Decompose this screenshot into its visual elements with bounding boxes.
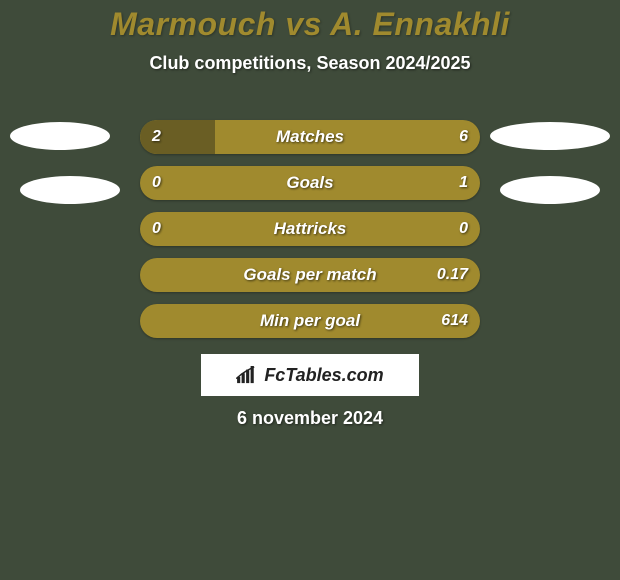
stat-right-value: 6 — [459, 120, 468, 154]
stat-row: Min per goal614 — [140, 304, 480, 338]
stat-right-value: 0.17 — [437, 258, 468, 292]
decorative-ellipse-left-bot — [20, 176, 120, 204]
stat-row: 0Hattricks0 — [140, 212, 480, 246]
stat-row: Goals per match0.17 — [140, 258, 480, 292]
decorative-ellipse-right-top — [490, 122, 610, 150]
logo-box: FcTables.com — [201, 354, 419, 396]
stat-row: 0Goals1 — [140, 166, 480, 200]
decorative-ellipse-right-bot — [500, 176, 600, 204]
subtitle: Club competitions, Season 2024/2025 — [0, 53, 620, 74]
stat-right-value: 614 — [441, 304, 468, 338]
stat-label: Min per goal — [140, 304, 480, 338]
chart-icon — [236, 366, 258, 384]
date-text: 6 november 2024 — [0, 408, 620, 429]
stat-rows: 2Matches60Goals10Hattricks0Goals per mat… — [140, 120, 480, 350]
stat-right-value: 0 — [459, 212, 468, 246]
stat-label: Hattricks — [140, 212, 480, 246]
stat-right-value: 1 — [459, 166, 468, 200]
page-title: Marmouch vs A. Ennakhli — [0, 0, 620, 43]
stat-label: Goals — [140, 166, 480, 200]
stage: Marmouch vs A. Ennakhli Club competition… — [0, 0, 620, 580]
stat-label: Matches — [140, 120, 480, 154]
stat-row: 2Matches6 — [140, 120, 480, 154]
decorative-ellipse-left-top — [10, 122, 110, 150]
logo-text: FcTables.com — [264, 365, 383, 386]
stat-label: Goals per match — [140, 258, 480, 292]
